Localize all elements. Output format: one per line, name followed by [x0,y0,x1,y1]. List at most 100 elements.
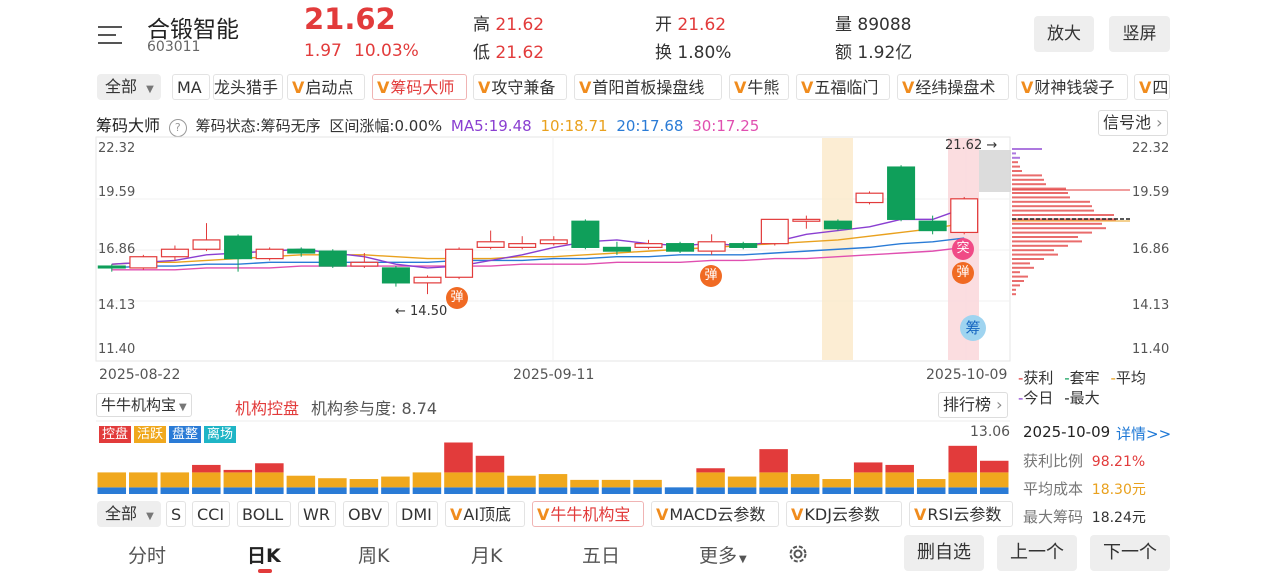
bottom-tab-obv[interactable]: OBV [343,501,389,527]
bottom-tab-niuniu[interactable]: V牛牛机构宝 [532,501,644,527]
tab-more[interactable]: 更多 ▼ [699,545,747,567]
sub-bar-blue [255,487,284,494]
indicator-tab-qidongdian[interactable]: V启动点 [287,74,365,100]
candle-body [666,243,695,252]
legend-panzheng: 盘整 [169,426,202,443]
indicator-tab-ma[interactable]: MA [172,74,210,100]
bottom-tab-aidingdi[interactable]: VAI顶底 [445,501,525,527]
chip-bar [1012,200,1090,203]
indicator-tab-shouyang[interactable]: V首阳首板操盘线 [574,74,722,100]
caret-down-icon: ▼ [146,511,154,522]
bottom-tab-wr[interactable]: WR [298,501,336,527]
tab-yuek[interactable]: 月K [471,545,503,567]
next-stock-button[interactable]: 下一个 [1090,535,1170,571]
indicator-all-dropdown[interactable]: 全部 ▼ [97,74,161,100]
caret-down-icon: ▼ [739,554,747,565]
sub-bar-red [979,460,1009,473]
low-stat: 低 21.62 [473,38,544,63]
menu-icon[interactable] [98,24,124,46]
signal-tu-badge[interactable]: 突 [952,238,974,260]
sub-bar-blue [979,487,1009,494]
signal-chou-badge[interactable]: 筹 [960,315,986,341]
chip-info-details-link[interactable]: 详情>> [1116,425,1172,443]
chip-legend: -获利 -套牢 -平均 -今日 -最大 [1018,369,1146,407]
signal-tan-badge-1[interactable]: 弹 [446,287,468,309]
candle-body [697,241,726,252]
chip-bar [1012,222,1102,225]
low-value: 21.62 [495,43,545,63]
chip-bar [1012,275,1028,278]
sub-bar-blue [192,487,221,494]
indicator-tab-caishen[interactable]: V财神钱袋子 [1016,74,1128,100]
chevron-right-icon: › [991,395,1003,414]
sub-bar-blue [790,487,820,494]
bottom-tab-rsi[interactable]: VRSI云参数 [909,501,1013,527]
y-tick-2: 16.86 [98,242,136,257]
settings-gear-icon[interactable] [786,542,810,566]
previous-stock-button[interactable]: 上一个 [997,535,1077,571]
candle-body [792,218,821,222]
tab-fenshi[interactable]: 分时 [128,545,167,567]
sub-bar-blue [223,487,253,494]
candle-body [729,243,758,248]
remove-watchlist-button[interactable]: 删自选 [904,535,984,571]
tab-wuri[interactable]: 五日 [582,545,621,567]
sub-bar-blue [916,487,946,494]
chip-bar [1012,280,1024,282]
zoom-button[interactable]: 放大 [1034,16,1094,52]
x-label-0: 2025-08-22 [99,367,181,383]
high-label: 高 [473,15,490,35]
candle-body [445,248,474,278]
tab-zhouk[interactable]: 周K [358,545,390,567]
indicator-tab-choumadashi[interactable]: V筹码大师 [372,74,467,100]
chip-bar [1012,148,1042,150]
open-label: 开 [655,15,672,35]
chip-bar [1012,156,1020,159]
indicator-tab-niuxiong[interactable]: V牛熊 [729,74,789,100]
chip-bar [1012,209,1094,212]
y-tick-right-4: 11.40 [1132,342,1170,357]
sub-bar-red [192,464,221,473]
chip-avg-row: 平均成本 18.30元 [1023,480,1146,498]
sub-chart-participation: 机构参与度: 8.74 [311,399,438,418]
tab-rik[interactable]: 日K [247,545,281,567]
bottom-tab-dmi[interactable]: DMI [396,501,438,527]
indicator-tab-wufu[interactable]: V五福临门 [796,74,890,100]
ranking-button[interactable]: 排行榜 › [938,392,1008,418]
candle-body [413,276,442,284]
sub-bar-red [255,463,284,473]
indicator-tab-si[interactable]: V四 [1134,74,1170,100]
candle-body [887,166,916,220]
sub-bar-red [853,462,883,473]
signal-pool-button[interactable]: 信号池 › [1098,110,1168,136]
sub-indicator-selector[interactable]: 牛牛机构宝 ▼ [96,393,192,417]
sub-bar-orange [349,479,379,488]
candle-body [918,220,947,232]
indicator-all-label: 全部 [105,77,138,96]
chip-bar [1012,174,1042,177]
bottom-tab-macd[interactable]: VMACD云参数 [651,501,779,527]
ma30-line [111,246,965,271]
v-icon: V [292,78,305,97]
x-label-1: 2025-09-11 [513,367,595,383]
legend-huoyue: 活跃 [134,426,167,443]
ma20-line [111,237,965,269]
sub-bar-orange [318,478,347,488]
bottom-all-dropdown[interactable]: 全部 ▼ [97,501,161,527]
bottom-tab-s[interactable]: S [166,501,186,527]
signal-tan-badge-3[interactable]: 弹 [952,262,974,284]
portrait-button[interactable]: 竖屏 [1109,16,1170,52]
bottom-tab-kdj[interactable]: VKDJ云参数 [786,501,902,527]
bottom-tab-cci[interactable]: CCI [192,501,230,527]
chip-bar [1012,178,1044,181]
ma10-line [111,222,965,265]
signal-tan-badge-2[interactable]: 弹 [700,265,722,287]
indicator-tab-gongshou[interactable]: V攻守兼备 [473,74,567,100]
sub-bar-blue [948,487,977,494]
candle-body [950,198,979,234]
bottom-tab-boll[interactable]: BOLL [237,501,291,527]
indicator-tab-jingwei[interactable]: V经纬操盘术 [897,74,1009,100]
chip-bar [1012,262,1030,265]
indicator-tab-longtou[interactable]: 龙头猎手 [213,74,283,100]
